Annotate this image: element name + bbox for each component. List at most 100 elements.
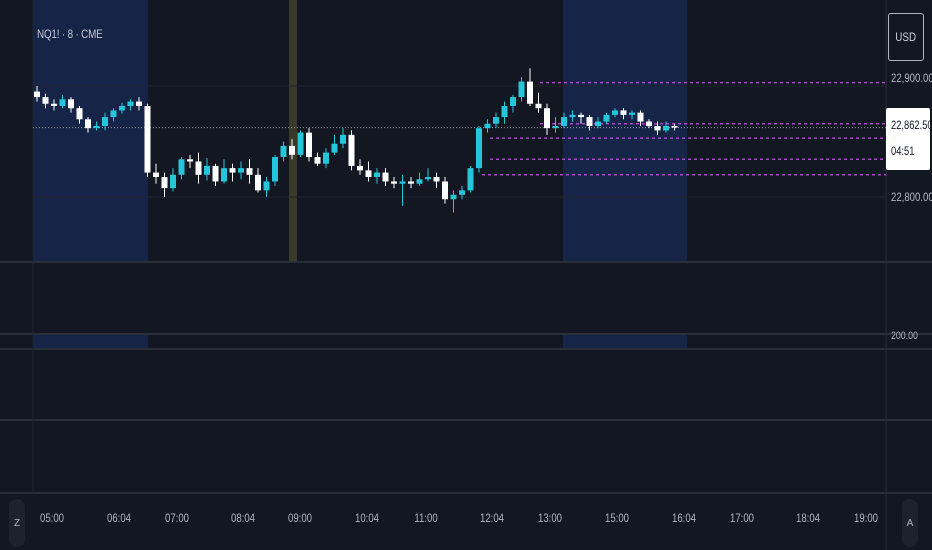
last-price-badge: 22,862.50 04:51 [886, 108, 932, 170]
candle-body[interactable] [161, 177, 168, 189]
candle-body[interactable] [357, 165, 363, 171]
candle-body[interactable] [408, 181, 414, 184]
candle-body[interactable] [595, 121, 601, 126]
price-tick-label: 22,800.00 [891, 190, 932, 204]
candle-body[interactable] [629, 112, 635, 115]
auto-scale-button[interactable]: A [902, 499, 918, 547]
candle-body[interactable] [34, 91, 40, 98]
candle-body[interactable] [399, 181, 406, 184]
candle-body[interactable] [416, 179, 423, 184]
currency-label: USD [895, 30, 917, 44]
candle-body[interactable] [323, 152, 329, 164]
candle-body[interactable] [484, 123, 491, 129]
candle-body[interactable] [476, 128, 482, 169]
candle-body[interactable] [467, 168, 474, 191]
candle-body[interactable] [527, 81, 533, 104]
candle-body[interactable] [178, 159, 185, 175]
candle-body[interactable] [187, 159, 193, 162]
last-price-value: 22,862.50 [891, 118, 932, 132]
candle-body[interactable] [68, 99, 74, 109]
candle-body[interactable] [119, 105, 125, 111]
session-highlight [563, 334, 687, 348]
candle-body[interactable] [382, 172, 389, 182]
candle-body[interactable] [144, 105, 151, 173]
time-tick-label: 16:04 [671, 511, 697, 525]
candle-body[interactable] [76, 108, 83, 120]
candle-body[interactable] [433, 177, 440, 182]
candle-body[interactable] [646, 121, 652, 126]
candles [34, 68, 678, 213]
candle-body[interactable] [518, 81, 525, 98]
time-tick-label: 18:04 [795, 511, 821, 525]
candle-body[interactable] [306, 132, 312, 158]
time-tick-label: 15:00 [604, 511, 630, 525]
time-tick-label: 09:00 [287, 511, 313, 525]
candle-body[interactable] [204, 165, 210, 175]
time-tick-label: 10:04 [354, 511, 380, 525]
candle-body[interactable] [238, 168, 244, 173]
candle-body[interactable] [501, 105, 508, 118]
candle-body[interactable] [569, 114, 576, 118]
candle-body[interactable] [561, 117, 567, 126]
candle-body[interactable] [586, 117, 593, 126]
candle-body[interactable] [331, 143, 338, 153]
candle-body[interactable] [663, 125, 669, 131]
candle-body[interactable] [493, 117, 499, 124]
candle-body[interactable] [535, 103, 542, 109]
candle-body[interactable] [391, 181, 397, 184]
candle-body[interactable] [102, 117, 108, 126]
candle-body[interactable] [637, 112, 644, 122]
candle-body[interactable] [340, 134, 346, 144]
candle-body[interactable] [671, 125, 678, 128]
candle-body[interactable] [246, 168, 253, 175]
zoom-button[interactable]: Z [9, 499, 25, 547]
candle-body[interactable] [85, 119, 91, 129]
candle-body[interactable] [59, 99, 66, 106]
candle-body[interactable] [263, 181, 270, 191]
candle-body[interactable] [272, 157, 278, 182]
candle-body[interactable] [212, 165, 219, 182]
candle-body[interactable] [170, 174, 176, 189]
candle-body[interactable] [365, 170, 372, 178]
candle-body[interactable] [289, 145, 295, 155]
candle-body[interactable] [229, 168, 236, 173]
candle-body[interactable] [603, 114, 610, 122]
candle-body[interactable] [374, 172, 380, 178]
candle-body[interactable] [459, 190, 465, 195]
candle-body[interactable] [612, 110, 618, 115]
candle-body[interactable] [93, 125, 100, 129]
candle-body[interactable] [195, 161, 202, 175]
candle-body[interactable] [425, 177, 431, 180]
price-tick-label: 22,900.00 [891, 71, 932, 85]
candle-body[interactable] [552, 125, 559, 129]
candle-body[interactable] [510, 97, 516, 106]
candle-body[interactable] [42, 97, 49, 104]
candle-body[interactable] [51, 103, 57, 106]
symbol-label[interactable]: NQ1! · 8 · CME [37, 27, 103, 41]
candle-body[interactable] [348, 134, 355, 166]
time-tick-label: 13:00 [537, 511, 563, 525]
candle-body[interactable] [442, 181, 448, 200]
candle-body[interactable] [280, 145, 287, 158]
candle-body[interactable] [620, 110, 627, 115]
candle-body[interactable] [544, 108, 550, 129]
auto-scale-label: A [906, 517, 914, 529]
candle-body[interactable] [221, 168, 227, 182]
candle-body[interactable] [255, 174, 261, 191]
candle-body[interactable] [450, 194, 457, 200]
candle-body[interactable] [654, 125, 661, 131]
candle-body[interactable] [578, 114, 584, 118]
price-tick-label: 200.00 [891, 330, 918, 342]
candle-body[interactable] [127, 101, 134, 106]
time-tick-label: 08:04 [230, 511, 256, 525]
currency-button[interactable]: USD [888, 13, 924, 61]
candle-body[interactable] [153, 172, 159, 178]
candle-body[interactable] [314, 157, 321, 164]
candle-body[interactable] [136, 101, 142, 106]
candle-body[interactable] [110, 110, 117, 118]
time-tick-label: 07:00 [164, 511, 190, 525]
candle-body[interactable] [297, 132, 304, 155]
session-highlight [33, 0, 148, 262]
